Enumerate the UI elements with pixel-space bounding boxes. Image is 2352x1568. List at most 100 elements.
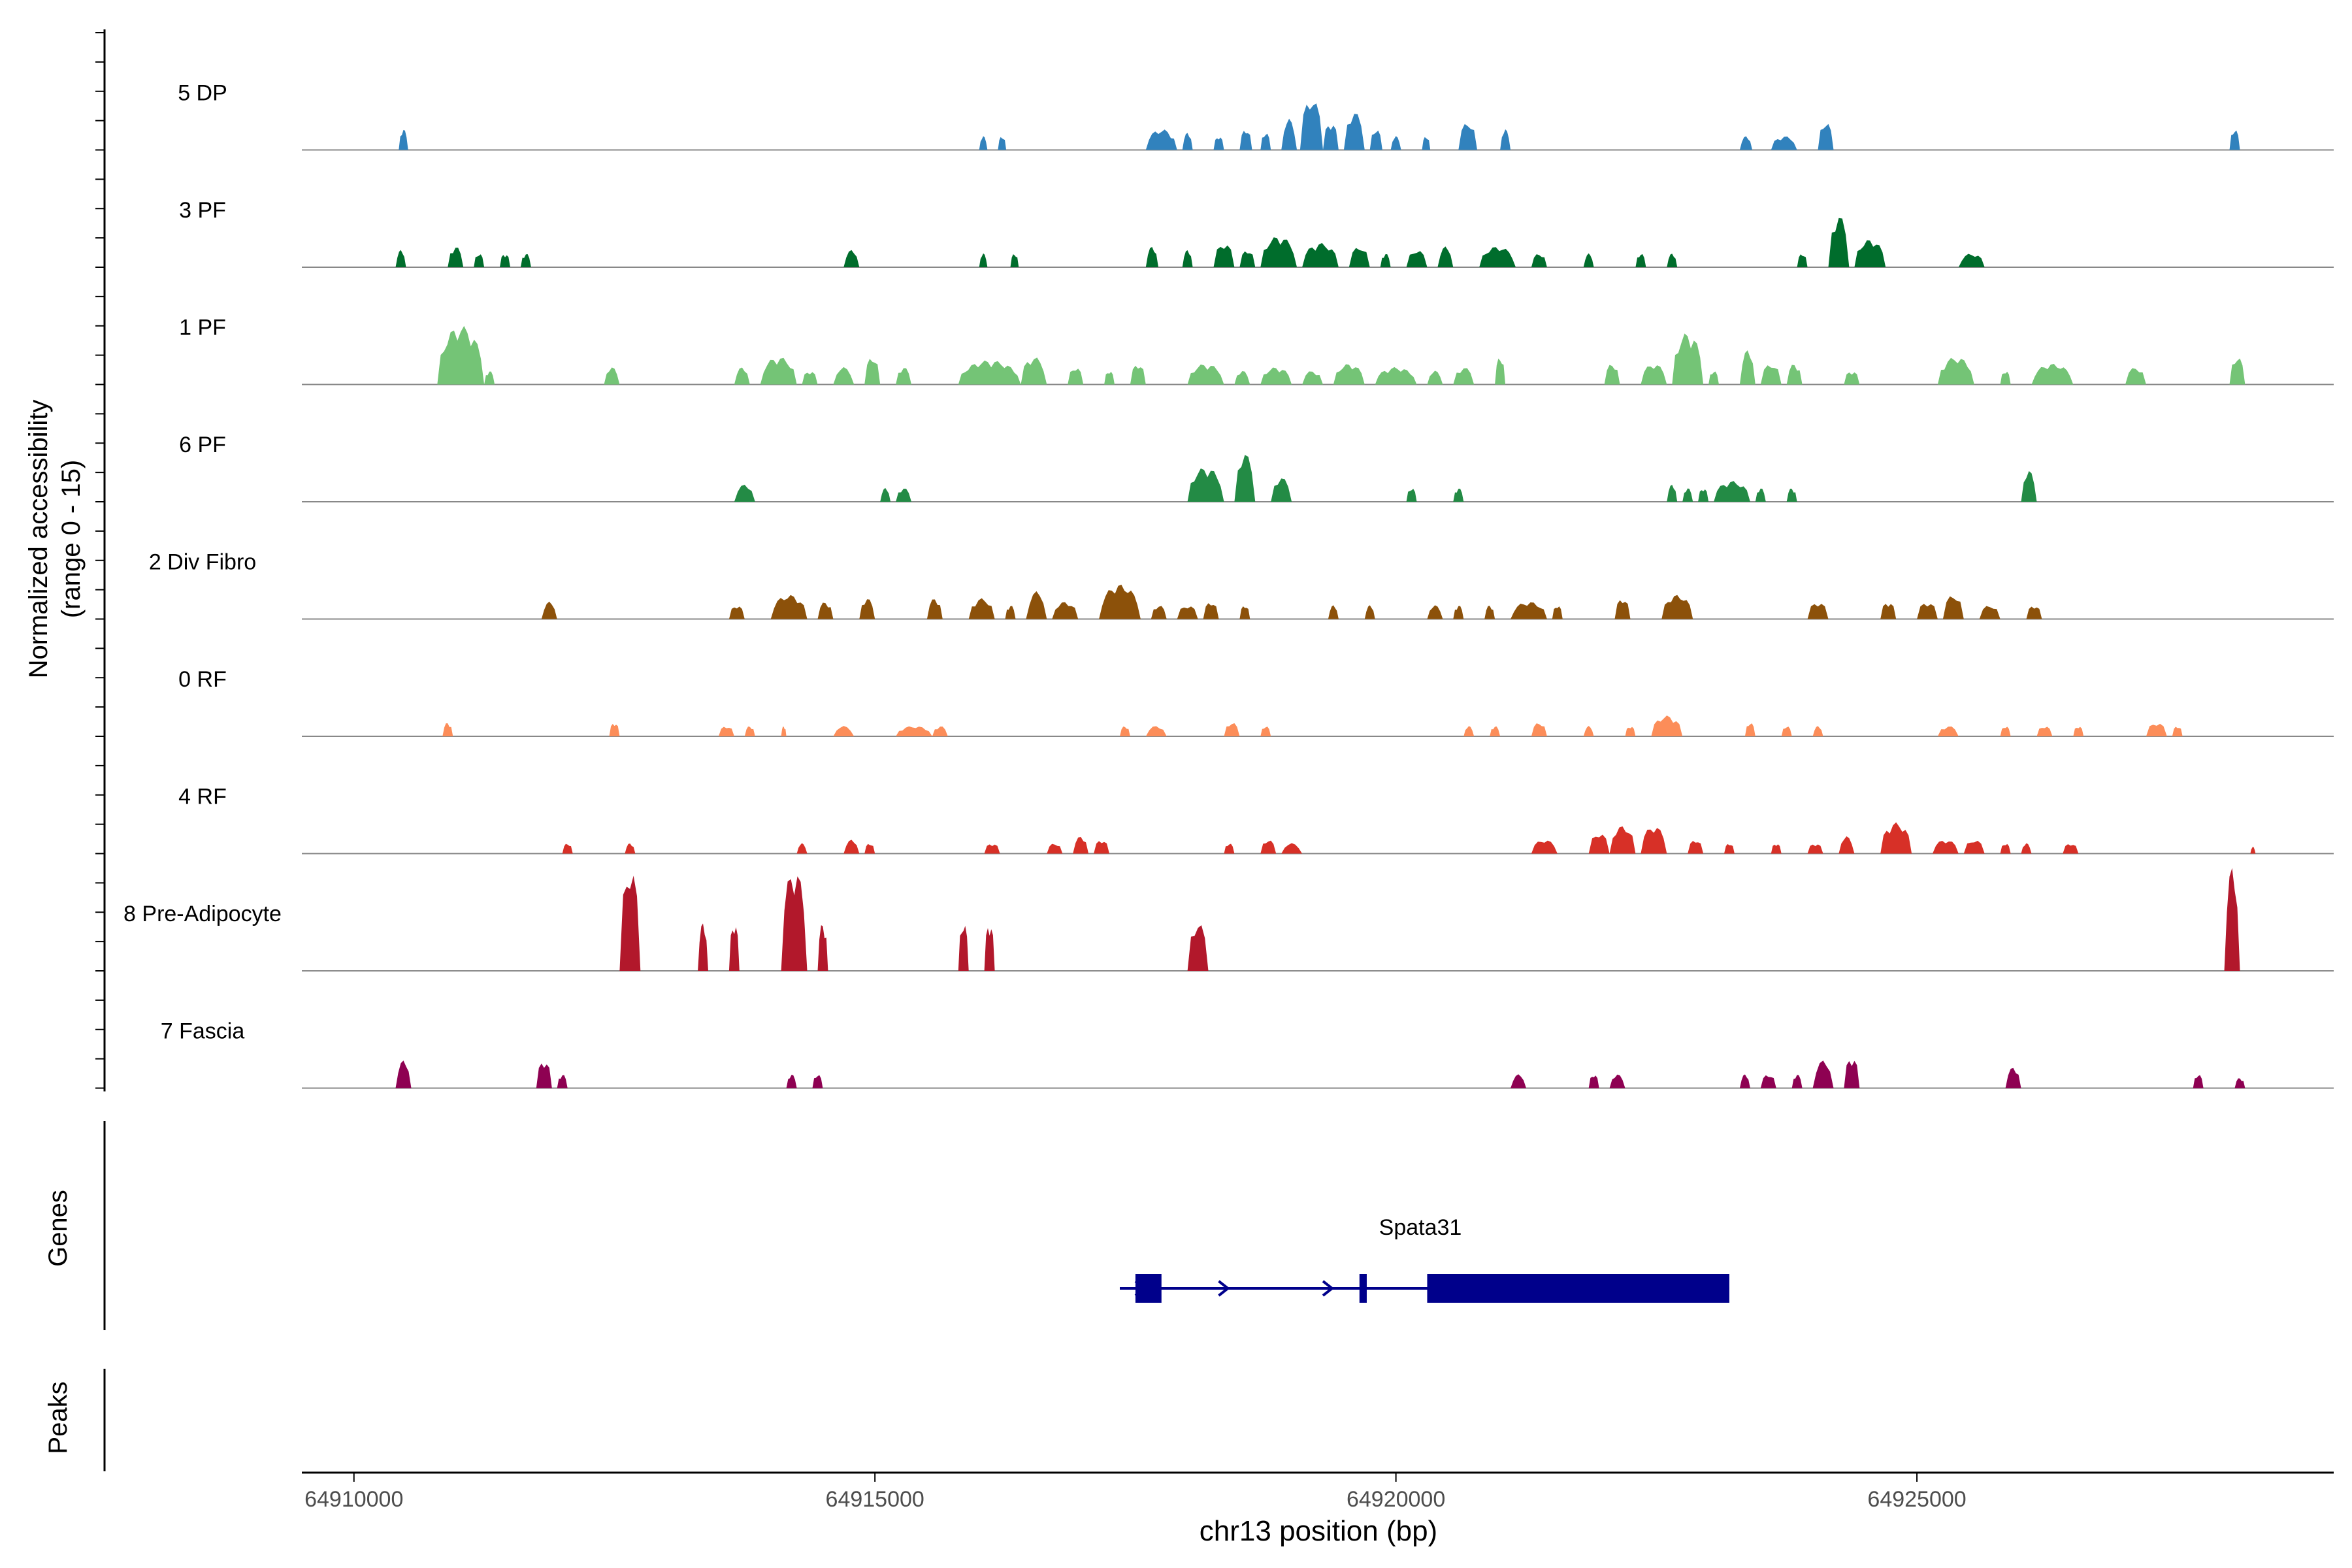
coverage-peak	[1406, 251, 1428, 267]
coverage-peak	[604, 367, 620, 385]
y-axis-label-line2: (range 0 - 15)	[57, 460, 86, 618]
coverage-peak	[1786, 489, 1797, 502]
coverage-peak	[1213, 137, 1224, 150]
coverage-peak	[958, 926, 969, 971]
coverage-peak	[1708, 371, 1719, 385]
coverage-peak	[2000, 372, 2011, 385]
coverage-peak	[2234, 1078, 2246, 1088]
coverage-peak	[864, 843, 875, 854]
gene-exon	[1359, 1274, 1367, 1303]
coverage-peak	[395, 250, 406, 267]
coverage-peak	[1688, 841, 1704, 854]
coverage-peak	[1958, 253, 1985, 267]
coverage-peak	[979, 136, 988, 150]
coverage-peak	[1239, 251, 1256, 267]
coverage-peak	[1239, 131, 1252, 150]
coverage-peak	[1005, 606, 1016, 619]
coverage-peak	[1239, 606, 1250, 619]
coverage-peak	[1328, 605, 1339, 619]
coverage-peak	[1963, 840, 1985, 854]
coverage-peak	[770, 595, 808, 619]
coverage-peak	[1604, 365, 1620, 385]
coverage-peak	[1182, 133, 1193, 150]
coverage-peak	[1021, 357, 1047, 385]
coverage-peak	[1739, 1074, 1750, 1088]
track-label: 5 DP	[178, 81, 227, 106]
coverage-peak	[1880, 604, 1897, 619]
coverage-peak	[2000, 843, 2011, 854]
track-5-dp: 5 DP	[178, 81, 2334, 151]
coverage-peak	[1609, 826, 1636, 854]
coverage-peak	[1375, 367, 1417, 385]
coverage-peak	[1641, 365, 1667, 385]
coverage-peak	[1260, 237, 1298, 267]
coverage-peak	[2224, 868, 2240, 971]
coverage-peak	[484, 371, 495, 385]
coverage-peak	[1484, 606, 1495, 619]
coverage-peak	[2073, 727, 2084, 736]
coverage-peak	[1771, 137, 1797, 150]
track-8-pre-adipocyte: 8 Pre-Adipocyte	[123, 868, 2334, 972]
coverage-peak	[2229, 130, 2240, 150]
coverage-peak	[1609, 1074, 1625, 1088]
coverage-peak	[1771, 844, 1782, 854]
coverage-peak	[536, 1063, 552, 1088]
coverage-peak	[1724, 843, 1735, 854]
coverage-peak	[2021, 471, 2037, 502]
coverage-peak	[1271, 478, 1292, 502]
coverage-peak	[1260, 727, 1271, 736]
coverage-peak	[1260, 840, 1277, 854]
coverage-peak	[609, 724, 620, 736]
coverage-peak	[2250, 846, 2256, 854]
coverage-peak	[796, 843, 808, 854]
coverage-peak	[896, 489, 911, 502]
coverage-peak	[1463, 726, 1475, 736]
genes-panel: Spata31	[103, 1121, 1729, 1330]
coverage-peak	[984, 844, 1000, 854]
coverage-peak	[1145, 247, 1158, 267]
coverage-peak	[1661, 595, 1693, 619]
coverage-peak	[1760, 1075, 1776, 1088]
coverage-peak	[781, 876, 808, 971]
coverage-peak	[1260, 133, 1271, 150]
coverage-peak	[1281, 118, 1298, 150]
coverage-peak	[781, 727, 787, 736]
coverage-peak	[1187, 468, 1224, 502]
coverage-peak	[2026, 606, 2042, 619]
track-label: 6 PF	[179, 433, 226, 457]
x-tick-label: 64920000	[1347, 1487, 1445, 1512]
track-label: 0 RF	[178, 667, 227, 692]
accessibility-tracks: 5 DP 3 PF 1 PF 6 PF 2 Div Fibro 0 RF 4 RF 8 Pre…	[95, 29, 2334, 1092]
gene-exon	[1427, 1274, 1729, 1303]
coverage-peak	[1213, 245, 1235, 267]
coverage-peak	[1531, 254, 1547, 267]
coverage-peak	[728, 606, 745, 619]
coverage-peak	[864, 359, 881, 385]
coverage-peak	[1390, 136, 1401, 150]
coverage-peak	[1453, 489, 1464, 502]
track-label: 3 PF	[179, 198, 226, 223]
coverage-peak	[1458, 123, 1477, 150]
coverage-peak	[625, 843, 636, 854]
coverage-peak	[1369, 130, 1382, 150]
coverage-peak	[1818, 123, 1834, 150]
coverage-peak	[1364, 605, 1375, 619]
coverage-peak	[1812, 726, 1823, 736]
track-label: 7 Fascia	[161, 1019, 245, 1044]
coverage-peak	[1880, 822, 1912, 854]
coverage-peak	[2021, 843, 2032, 854]
coverage-peak	[395, 1060, 412, 1088]
track-label: 1 PF	[179, 316, 226, 340]
coverage-peak	[2146, 723, 2167, 736]
coverage-peak	[1490, 727, 1501, 736]
coverage-peak	[1511, 602, 1547, 619]
coverage-peak	[1979, 606, 2001, 619]
coverage-peak	[1651, 715, 1683, 736]
coverage-peak	[474, 254, 485, 267]
coverage-peak	[817, 602, 834, 619]
coverage-peak	[786, 1075, 797, 1088]
coverage-peak	[1422, 137, 1431, 150]
track-6-pf: 6 PF	[179, 433, 2334, 502]
coverage-peak	[1844, 372, 1860, 385]
